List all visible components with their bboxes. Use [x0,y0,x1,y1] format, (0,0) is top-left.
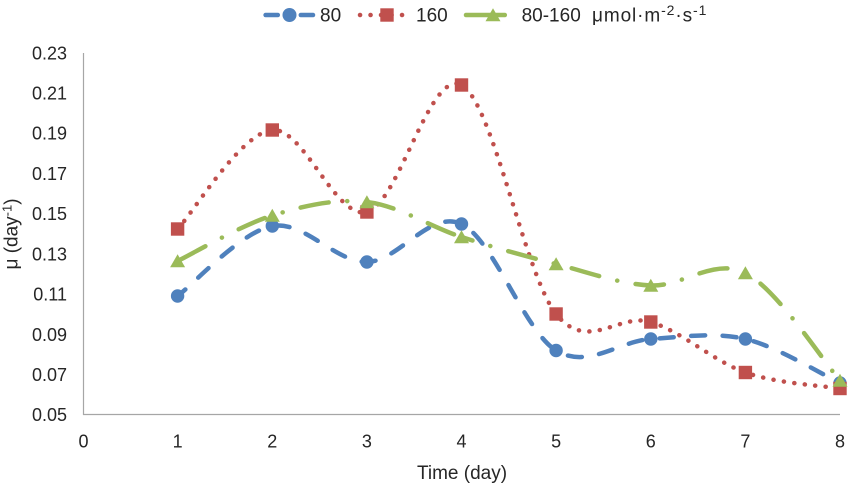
svg-text:6: 6 [646,432,656,452]
svg-text:4: 4 [456,432,466,452]
svg-text:7: 7 [740,432,750,452]
svg-text:3: 3 [362,432,372,452]
svg-text:80: 80 [320,6,341,27]
svg-text:Time (day): Time (day) [417,463,507,484]
svg-text:2: 2 [267,432,277,452]
svg-text:0.07: 0.07 [32,365,67,385]
svg-text:0.17: 0.17 [32,164,67,184]
svg-text:0.21: 0.21 [32,84,67,104]
svg-text:1: 1 [173,432,183,452]
svg-text:160: 160 [416,6,448,27]
svg-text:0.23: 0.23 [32,43,67,63]
svg-text:0.19: 0.19 [32,124,67,144]
svg-text:8: 8 [835,432,845,452]
svg-text:0: 0 [78,432,88,452]
svg-text:0.15: 0.15 [32,204,67,224]
svg-text:0.05: 0.05 [32,405,67,425]
svg-text:0.13: 0.13 [32,244,67,264]
svg-text:80-160: 80-160 [522,6,581,27]
svg-text:0.09: 0.09 [32,325,67,345]
svg-text:5: 5 [551,432,561,452]
svg-text:μmol·m-2·s-1: μmol·m-2·s-1 [592,2,707,27]
svg-text:0.11: 0.11 [33,285,67,305]
